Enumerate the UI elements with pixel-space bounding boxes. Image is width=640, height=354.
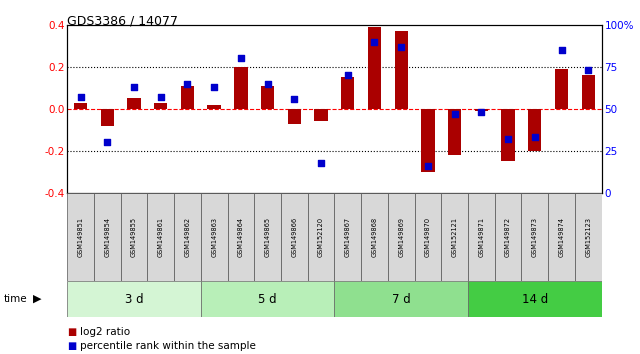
Text: GSM149867: GSM149867 [345,217,351,257]
Text: ■: ■ [67,341,76,351]
Bar [361,193,388,281]
Bar [254,193,281,281]
Bar [127,98,141,109]
Bar [154,103,168,109]
Bar [582,75,595,109]
Bar [555,69,568,109]
Bar [548,193,575,281]
Text: GSM149862: GSM149862 [184,217,191,257]
Bar [67,281,201,317]
Text: GSM149872: GSM149872 [505,217,511,257]
Bar [415,193,441,281]
Bar [388,193,415,281]
Bar [74,103,87,109]
Text: 5 d: 5 d [259,293,277,306]
Bar [522,193,548,281]
Text: GSM149869: GSM149869 [398,217,404,257]
Bar [207,105,221,109]
Bar [441,193,468,281]
Bar [201,193,227,281]
Bar [67,193,94,281]
Point [583,67,593,73]
Text: GSM149864: GSM149864 [238,217,244,257]
Bar [334,281,468,317]
Text: GSM149866: GSM149866 [291,217,298,257]
Text: GSM149851: GSM149851 [77,217,84,257]
Text: time: time [3,294,27,304]
Bar [94,193,120,281]
Bar [261,86,275,109]
Bar [394,31,408,109]
Bar [334,193,361,281]
Point [449,111,460,117]
Bar [448,109,461,155]
Point [129,84,139,90]
Point [503,136,513,142]
Text: GSM152123: GSM152123 [585,217,591,257]
Bar [468,193,495,281]
Bar [495,193,522,281]
Text: 14 d: 14 d [522,293,548,306]
Text: ■: ■ [67,327,76,337]
Text: GSM149855: GSM149855 [131,217,137,257]
Bar [228,193,254,281]
Point [530,135,540,140]
Point [396,44,406,50]
Bar [147,193,174,281]
Bar [174,193,201,281]
Text: GSM149871: GSM149871 [478,217,484,257]
Point [236,56,246,61]
Text: GSM149861: GSM149861 [157,217,164,257]
Point [423,163,433,169]
Bar [475,109,488,111]
Text: GDS3386 / 14077: GDS3386 / 14077 [67,14,178,27]
Text: GSM149863: GSM149863 [211,217,217,257]
Bar [501,109,515,161]
Point [316,160,326,166]
Bar [421,109,435,172]
Text: GSM149868: GSM149868 [371,217,378,257]
Text: GSM149870: GSM149870 [425,217,431,257]
Bar [201,281,334,317]
Bar [120,193,147,281]
Bar [314,109,328,121]
Bar [281,193,308,281]
Point [342,73,353,78]
Point [369,39,380,45]
Bar [528,109,541,151]
Bar [100,109,114,126]
Point [556,47,566,53]
Text: GSM149873: GSM149873 [532,217,538,257]
Point [262,81,273,86]
Text: percentile rank within the sample: percentile rank within the sample [80,341,256,351]
Text: GSM149854: GSM149854 [104,217,110,257]
Bar [341,77,355,109]
Text: 3 d: 3 d [125,293,143,306]
Bar [234,67,248,109]
Bar [575,193,602,281]
Point [102,140,113,145]
Bar [180,86,194,109]
Bar [368,27,381,109]
Text: GSM152121: GSM152121 [452,217,458,257]
Bar [308,193,334,281]
Point [476,109,486,115]
Point [289,96,300,102]
Point [182,81,193,86]
Point [209,84,220,90]
Text: GSM149865: GSM149865 [264,217,271,257]
Point [76,94,86,100]
Bar [287,109,301,124]
Text: log2 ratio: log2 ratio [80,327,130,337]
Text: ▶: ▶ [33,294,42,304]
Bar [468,281,602,317]
Text: GSM152120: GSM152120 [318,217,324,257]
Text: 7 d: 7 d [392,293,411,306]
Point [156,94,166,100]
Text: GSM149874: GSM149874 [559,217,564,257]
